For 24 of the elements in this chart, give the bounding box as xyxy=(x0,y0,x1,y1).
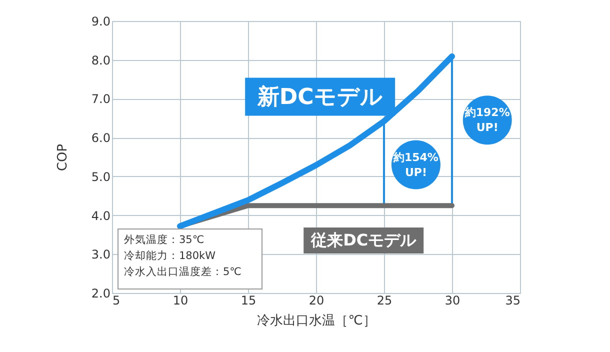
annotation: 冷却能力：180kW xyxy=(124,249,216,262)
x-tick-label: 20 xyxy=(308,294,324,308)
y-tick-label: 9.0 xyxy=(91,14,110,28)
x-tick-label: 25 xyxy=(376,294,392,308)
y-tick-label: 6.0 xyxy=(91,131,110,146)
y-tick-label: 5.0 xyxy=(91,170,110,184)
y-tick-label: 4.0 xyxy=(91,208,110,223)
series-label: 新DCモデル xyxy=(256,84,383,110)
y-tick-label: 2.0 xyxy=(91,286,110,300)
series-label: 従来DCモデル xyxy=(310,230,418,250)
x-tick-label: 30 xyxy=(444,294,460,308)
x-tick-label: 15 xyxy=(240,294,256,308)
y-tick-label: 7.0 xyxy=(91,92,110,106)
y-tick-label: 8.0 xyxy=(91,53,110,68)
annotation: 冷水入出口温度差：5℃ xyxy=(124,265,242,278)
annotation: 約154% UP! xyxy=(392,150,438,179)
annotation: 約192% UP! xyxy=(464,106,510,134)
annotation: 外気温度：35℃ xyxy=(124,233,204,246)
x-tick-label: 35 xyxy=(505,294,520,308)
x-tick-label: 5 xyxy=(112,294,120,308)
y-axis-title: COP xyxy=(55,144,70,172)
x-tick-label: 10 xyxy=(172,294,188,308)
y-tick-label: 3.0 xyxy=(91,248,110,262)
x-axis-title: 冷水出口水温［℃］ xyxy=(257,314,376,328)
